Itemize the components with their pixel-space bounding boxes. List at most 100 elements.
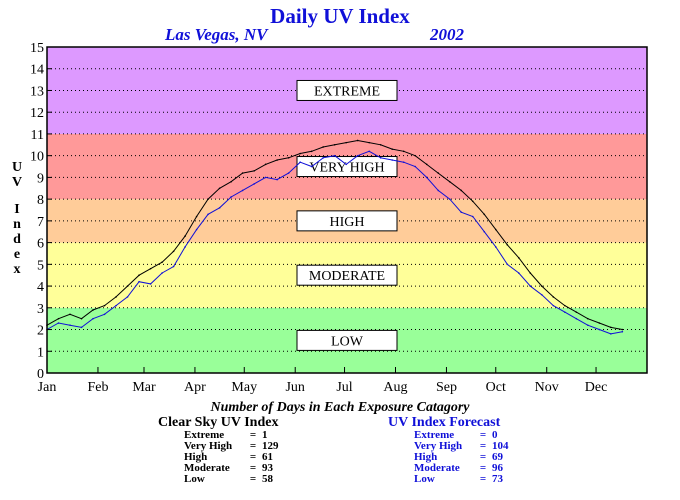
y-tick-label: 11 [31, 128, 44, 143]
data-point [126, 296, 129, 298]
count-equals: = [249, 429, 257, 441]
data-point [402, 161, 405, 163]
count-value: 104 [492, 440, 509, 452]
y-tick-label: 13 [30, 84, 44, 99]
data-point [379, 157, 382, 159]
data-point [115, 304, 117, 307]
band-label-box [296, 156, 398, 178]
counts-title: Number of Days in Each Exposure Catagory [210, 400, 470, 415]
band-label-box [296, 264, 398, 286]
x-tick-label: Jun [285, 380, 304, 395]
data-point [276, 178, 278, 181]
count-row: Moderate = 96 [414, 463, 509, 474]
data-point [379, 144, 382, 146]
y-axis-label-letter: d [13, 232, 21, 247]
count-category: Very High [184, 440, 233, 452]
band-label: EXTREME [314, 84, 380, 99]
chart-location: Las Vegas, NV [165, 25, 268, 44]
count-row: Moderate = 93 [184, 463, 279, 474]
data-point [529, 272, 532, 274]
count-equals: = [479, 451, 487, 463]
data-point [92, 309, 94, 311]
x-tick-label: Apr [184, 380, 206, 395]
x-tick-label: May [231, 380, 257, 395]
data-point [356, 154, 359, 157]
data-point [517, 272, 520, 274]
y-axis-label-letter: x [13, 262, 21, 277]
count-equals: = [249, 473, 257, 485]
count-value: 93 [262, 462, 273, 474]
data-point [230, 180, 232, 183]
count-row: Very High = 104 [414, 441, 509, 452]
count-category: Low [184, 473, 205, 485]
data-point [345, 141, 347, 144]
data-point [494, 246, 497, 248]
plot-frame [46, 46, 648, 374]
x-tick-label: Oct [486, 380, 506, 395]
data-point [80, 326, 83, 329]
x-tick-label: Sep [436, 380, 457, 395]
y-tick-label: 14 [30, 63, 44, 78]
data-point [184, 235, 186, 237]
data-point [161, 272, 163, 274]
data-point [471, 215, 474, 218]
data-point [587, 324, 589, 326]
y-axis-label-letter: U [11, 160, 23, 175]
y-tick-label: 2 [37, 324, 44, 339]
band-label: HIGH [330, 215, 365, 230]
count-row: Extreme = 0 [414, 430, 509, 441]
data-point [448, 198, 451, 200]
band-label-box [296, 329, 398, 351]
data-point [138, 274, 140, 277]
data-point [517, 257, 520, 259]
data-point [69, 313, 71, 316]
count-category: Moderate [414, 462, 460, 474]
data-point [587, 317, 589, 320]
count-row: Low = 73 [414, 474, 509, 485]
count-value: 1 [262, 429, 268, 441]
count-value: 69 [492, 451, 503, 463]
data-point [253, 183, 255, 185]
band-label-box [296, 210, 398, 232]
x-tick-label: Dec [585, 380, 608, 395]
y-tick-label: 6 [37, 237, 44, 252]
count-equals: = [249, 462, 257, 474]
x-tick-label: Aug [383, 380, 407, 395]
y-tick-label: 3 [37, 302, 44, 317]
data-point [506, 243, 509, 246]
data-point [264, 163, 267, 166]
forecast-counts-table: Extreme = 0 Very High = 104 High = 69 Moderate = 96… [414, 430, 509, 485]
count-category: Very High [414, 440, 463, 452]
y-tick-label: 9 [37, 171, 44, 186]
y-tick-label: 15 [30, 41, 44, 56]
count-row: Extreme = 1 [184, 430, 279, 441]
data-point [92, 317, 94, 320]
data-point [310, 150, 313, 153]
data-point [207, 213, 209, 216]
y-tick-label: 8 [37, 193, 44, 208]
forecast-counts: UV Index Forecast Extreme = 0 Very High = 104… [388, 415, 509, 485]
data-point [333, 144, 336, 146]
count-category: High [414, 451, 438, 463]
data-point [333, 154, 336, 157]
count-equals: = [479, 473, 487, 485]
data-point [172, 265, 175, 268]
data-point [103, 304, 106, 307]
data-point [506, 263, 509, 266]
x-tick-label: Mar [132, 380, 156, 395]
data-point [437, 189, 440, 192]
data-point [460, 211, 463, 213]
data-point [483, 213, 486, 216]
data-point [621, 330, 624, 333]
data-point [172, 250, 175, 253]
data-point [149, 283, 152, 285]
x-tick-label: Nov [535, 380, 559, 395]
data-point [391, 159, 394, 161]
data-point [207, 198, 209, 200]
count-value: 129 [262, 440, 279, 452]
data-point [575, 311, 578, 313]
count-value: 96 [492, 462, 503, 474]
data-point [264, 176, 267, 179]
count-value: 58 [262, 473, 273, 485]
